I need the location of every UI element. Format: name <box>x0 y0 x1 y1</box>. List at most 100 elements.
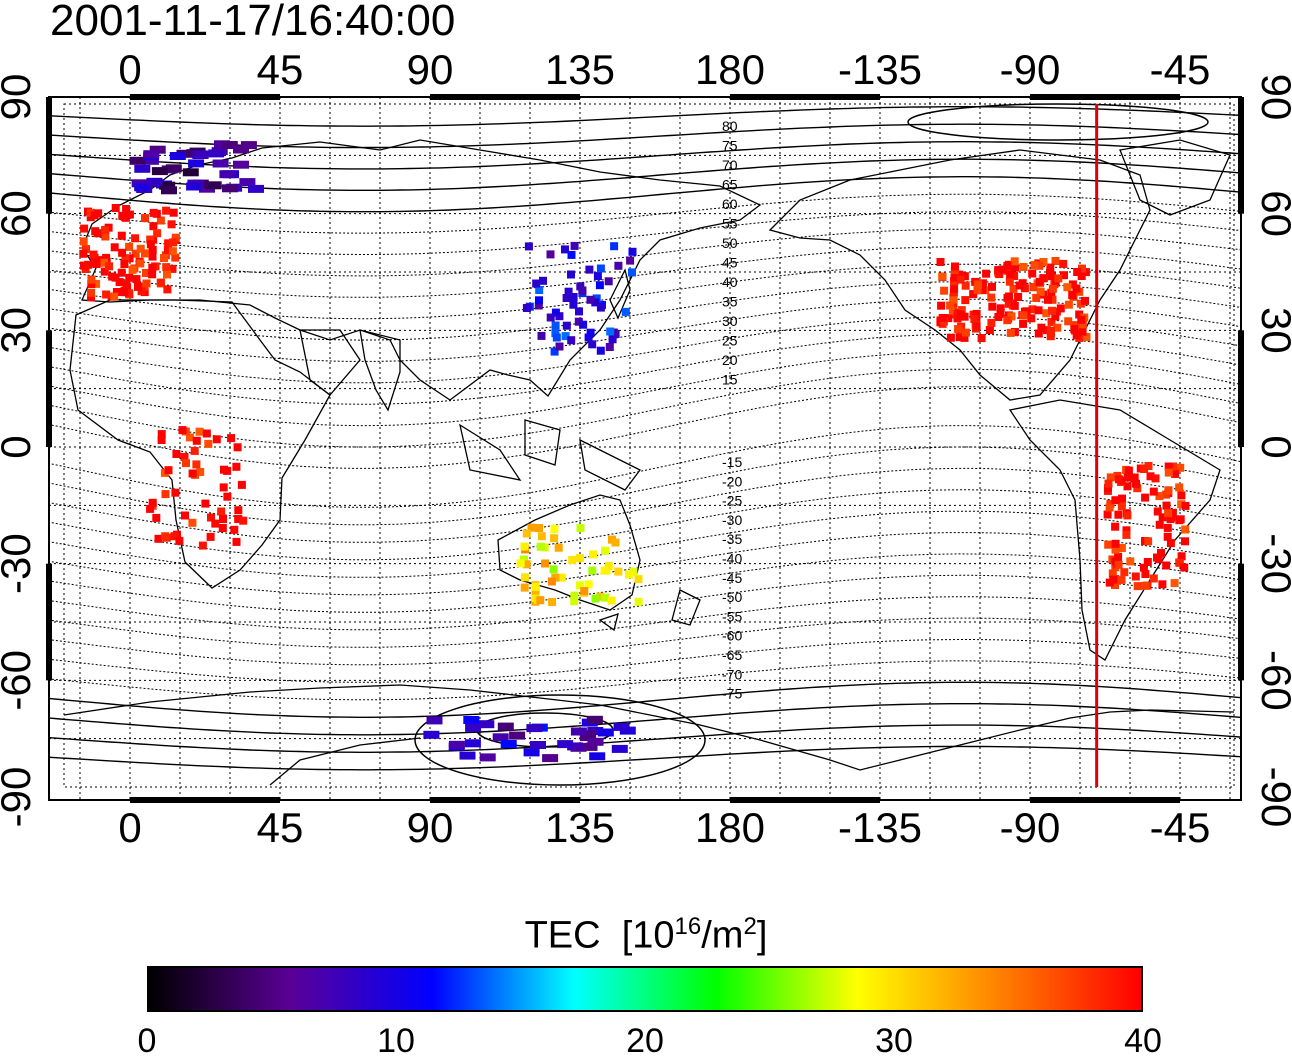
tec-dot <box>1120 568 1129 577</box>
tec-dot <box>125 210 134 219</box>
tec-dot <box>960 333 969 342</box>
tec-dot <box>128 265 137 274</box>
tec-dot <box>578 286 587 295</box>
tec-dot <box>1157 549 1165 557</box>
left-latitude-labels: 90 60 30 0 -30 -60 -90 <box>0 74 39 828</box>
contour-label: 60 <box>722 196 738 212</box>
frame-bar <box>1030 94 1180 100</box>
tec-dot <box>567 336 576 345</box>
frame-bar <box>430 94 580 100</box>
contour-label: 25 <box>722 333 738 349</box>
tec-dot <box>1144 462 1153 470</box>
tec-dot <box>234 506 243 515</box>
tec-dot <box>969 290 978 299</box>
tec-dot <box>198 541 207 550</box>
tec-dot <box>522 304 531 312</box>
tec-dot <box>1177 500 1186 509</box>
tec-dot <box>1068 291 1077 299</box>
tec-dot <box>624 570 633 579</box>
tec-dot <box>1149 574 1158 583</box>
tec-dot <box>521 573 530 582</box>
right-latitude-labels: 90 60 30 0 -30 -60 -90 <box>1253 74 1292 828</box>
tec-dot <box>1149 487 1158 496</box>
tec-dot <box>1063 283 1072 292</box>
tec-dot <box>125 273 134 282</box>
tec-dot <box>562 294 571 302</box>
tec-dot <box>161 186 177 195</box>
tec-dot <box>124 289 133 298</box>
tec-dot <box>149 208 158 217</box>
magnetic-contour <box>49 106 1241 127</box>
tec-dot <box>593 272 602 280</box>
tec-dot <box>121 254 130 263</box>
longitude-tick-label: -90 <box>1000 46 1061 93</box>
tec-dot <box>1151 474 1160 483</box>
latitude-tick-label: 60 <box>0 190 39 237</box>
tec-dot <box>1010 301 1019 310</box>
tec-dot <box>946 333 955 342</box>
tec-dot <box>536 542 545 551</box>
tec-dot <box>1072 331 1081 340</box>
tec-dot <box>136 259 145 268</box>
tec-dot <box>1072 284 1081 293</box>
tec-dot <box>978 279 987 288</box>
tec-dot <box>574 317 583 326</box>
tec-dot <box>192 436 201 445</box>
tec-dot <box>548 598 557 606</box>
coastline <box>1119 139 1231 216</box>
tec-dot <box>168 264 177 273</box>
tec-dot <box>1126 557 1135 566</box>
tec-dot <box>982 269 991 278</box>
tec-dot <box>1177 552 1186 561</box>
tec-dot <box>1053 323 1062 332</box>
tec-dot <box>1081 296 1089 305</box>
tec-dot <box>626 256 635 265</box>
tec-dot <box>185 433 194 442</box>
longitude-tick-label: -45 <box>1150 804 1211 851</box>
tec-dot <box>1060 271 1068 280</box>
longitude-tick-label: 45 <box>257 46 304 93</box>
tec-dot <box>936 258 945 266</box>
tec-dot <box>1158 513 1167 522</box>
tec-dot <box>239 516 248 525</box>
tec-dot <box>1170 579 1179 588</box>
tec-dot <box>221 141 238 149</box>
tec-dot <box>547 577 556 586</box>
tec-dot <box>178 426 187 435</box>
tec-dot <box>567 270 575 279</box>
magnetic-contour <box>49 368 1241 448</box>
tec-dot <box>169 208 178 217</box>
latitude-tick-label: -30 <box>0 533 39 594</box>
tec-dot <box>131 234 140 243</box>
tec-dot <box>1003 261 1012 270</box>
tec-dot <box>996 304 1005 313</box>
tec-dot <box>1064 317 1073 326</box>
tec-dot <box>159 181 176 190</box>
tec-dot <box>117 231 126 240</box>
tec-dot <box>1114 560 1123 569</box>
tec-dot <box>1130 473 1139 482</box>
colorbar-tick-label: 20 <box>626 1022 664 1060</box>
tec-dot <box>1048 295 1057 304</box>
coastline <box>1008 399 1221 661</box>
tec-dot <box>634 575 643 584</box>
tec-dot <box>84 260 93 269</box>
tec-dot <box>535 296 543 305</box>
tec-dot <box>1158 580 1167 589</box>
tec-dot <box>1122 530 1131 539</box>
frame-bar <box>130 797 280 803</box>
tec-dot <box>211 519 220 528</box>
tec-dot <box>82 245 90 254</box>
tec-dot <box>988 282 996 291</box>
tec-dot <box>156 216 165 225</box>
latitude-tick-label: -90 <box>1253 767 1292 828</box>
tec-dot <box>596 592 605 601</box>
tec-dot <box>156 278 165 287</box>
tec-dot <box>92 279 101 288</box>
tec-dot <box>117 268 126 277</box>
tec-dot <box>607 596 616 605</box>
tec-dot <box>537 532 546 541</box>
tec-dot <box>1132 479 1140 488</box>
tec-dot <box>169 152 186 160</box>
tec-dot <box>223 492 232 501</box>
